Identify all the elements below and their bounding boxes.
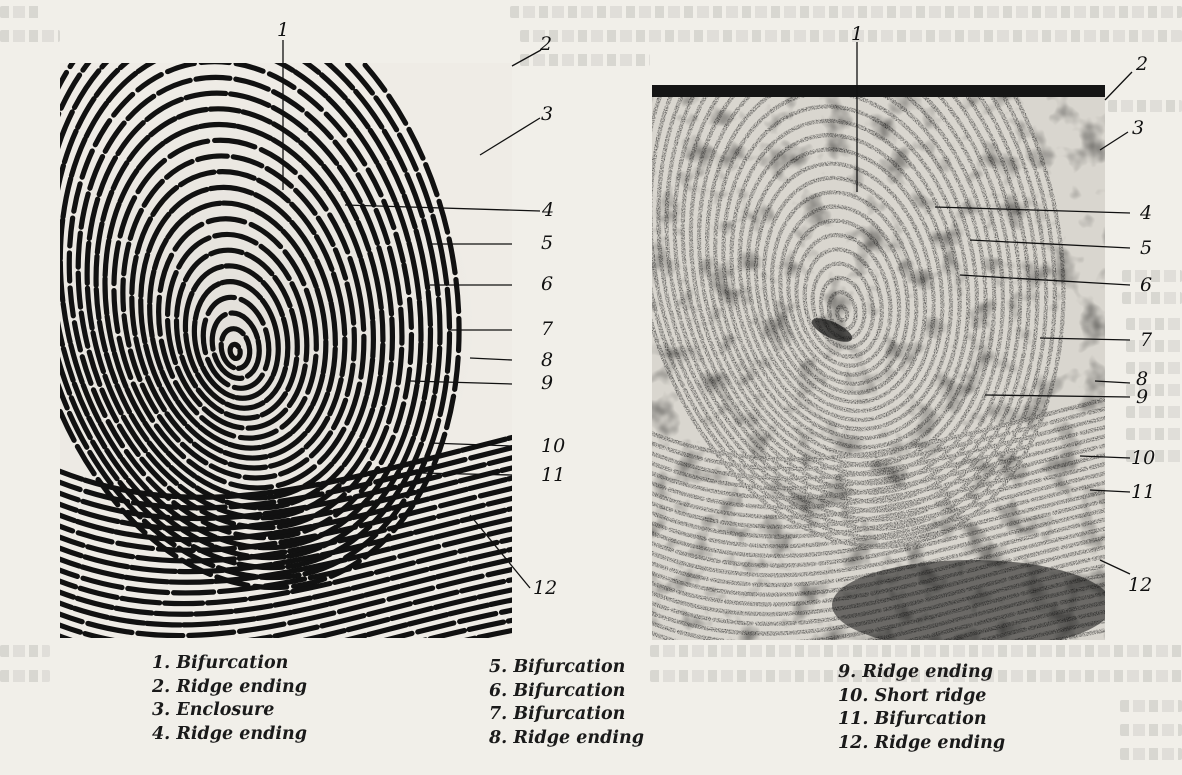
callout-number: 12 bbox=[1128, 574, 1153, 596]
ridge-line bbox=[344, 597, 512, 638]
callout-number: 6 bbox=[1140, 274, 1153, 296]
ridge-line bbox=[164, 231, 310, 431]
legend-item: 8. Ridge ending bbox=[489, 727, 644, 748]
ridge-line bbox=[60, 63, 424, 551]
ridge-line bbox=[60, 434, 512, 500]
ridge-line bbox=[182, 263, 291, 411]
callout-number: 10 bbox=[541, 435, 566, 457]
fingerprint-image-latent bbox=[652, 85, 1105, 640]
legend-item: 6. Bifurcation bbox=[489, 680, 626, 701]
fingerprint-image-inked bbox=[60, 63, 512, 638]
callout-number: 3 bbox=[541, 103, 554, 125]
legend-item: 11. Bifurcation bbox=[838, 709, 987, 729]
legend-item: 12. Ridge ending bbox=[838, 732, 1006, 753]
callout-number: 8 bbox=[541, 349, 554, 371]
ridge-line bbox=[102, 121, 377, 501]
legend-item: 2. Ridge ending bbox=[152, 676, 307, 697]
ridge-line bbox=[84, 90, 396, 521]
callout-number: 5 bbox=[541, 232, 554, 254]
ridge-line bbox=[60, 475, 512, 543]
ridge-line bbox=[75, 74, 405, 531]
ridge-line bbox=[111, 137, 367, 491]
ridge-line bbox=[156, 216, 319, 441]
callout-number: 9 bbox=[541, 372, 554, 394]
ridge-line bbox=[200, 294, 272, 391]
legend-item: 1. Bifurcation bbox=[152, 653, 289, 673]
ridge-line bbox=[66, 63, 415, 541]
ridge-line bbox=[60, 577, 512, 638]
ridge-line bbox=[191, 279, 281, 401]
ridge-line bbox=[60, 536, 512, 607]
ridge-line bbox=[60, 485, 512, 553]
ridge-line bbox=[93, 106, 386, 511]
ridge-line bbox=[129, 169, 348, 471]
callout-number: 7 bbox=[541, 318, 554, 340]
callout-number: 4 bbox=[542, 199, 555, 221]
fingerprint-ridges-left bbox=[60, 63, 512, 638]
ridge-line bbox=[60, 546, 512, 617]
ridge-line bbox=[60, 444, 512, 511]
ridge-line bbox=[60, 63, 462, 591]
legend-column-2: 5. Bifurcation 6. Bifurcation 7. Bifurca… bbox=[489, 656, 644, 750]
callout-number: 2 bbox=[1136, 53, 1149, 75]
legend-item: 4. Ridge ending bbox=[152, 723, 307, 744]
ridge-line bbox=[227, 341, 243, 362]
callout-number: 10 bbox=[1131, 447, 1156, 469]
callout-number: 12 bbox=[533, 577, 558, 599]
callout-number: 5 bbox=[1140, 237, 1153, 259]
callout-number: 2 bbox=[540, 33, 553, 55]
callout-number: 11 bbox=[541, 464, 566, 486]
legend-item: 3. Enclosure bbox=[152, 700, 275, 720]
ridge-line bbox=[60, 516, 512, 585]
ridge-line bbox=[147, 200, 329, 451]
legend-column-1: 1. Bifurcation 2. Ridge ending 3. Enclos… bbox=[152, 652, 307, 746]
callout-number: 8 bbox=[1136, 368, 1149, 390]
legend-item: 7. Bifurcation bbox=[489, 704, 626, 724]
ridge-line bbox=[60, 505, 512, 575]
ridge-line bbox=[218, 326, 253, 371]
ridge-line bbox=[60, 63, 453, 581]
ridge-line bbox=[60, 63, 443, 571]
ridge-line bbox=[383, 607, 512, 638]
callout-number: 3 bbox=[1132, 117, 1145, 139]
ridge-line bbox=[209, 310, 262, 381]
callout-number: 1 bbox=[851, 23, 864, 45]
ridge-line bbox=[60, 566, 512, 638]
ridge-line bbox=[138, 184, 338, 461]
ridge-line bbox=[60, 526, 512, 596]
fingerprint-ridges-right bbox=[652, 85, 1105, 640]
ridge-line bbox=[60, 495, 512, 564]
callout-number: 7 bbox=[1140, 329, 1153, 351]
callout-number: 4 bbox=[1140, 202, 1153, 224]
callout-number: 1 bbox=[277, 19, 290, 41]
ridge-line bbox=[60, 63, 434, 561]
ridge-line bbox=[173, 247, 300, 421]
callout-number: 6 bbox=[541, 273, 554, 295]
legend-item: 9. Ridge ending bbox=[838, 662, 993, 682]
ridge-line bbox=[60, 556, 512, 628]
ridge-line bbox=[422, 617, 512, 638]
ridge-line bbox=[60, 587, 512, 638]
callout-number: 9 bbox=[1136, 386, 1149, 408]
legend-column-3: 9. Ridge ending 10. Short ridge 11. Bifu… bbox=[838, 661, 1005, 755]
callout-number: 11 bbox=[1131, 481, 1156, 503]
ridge-line bbox=[120, 153, 357, 481]
legend-item: 10. Short ridge bbox=[838, 685, 987, 706]
legend-item: 5. Bifurcation bbox=[489, 657, 626, 677]
ridge-line bbox=[60, 465, 512, 532]
